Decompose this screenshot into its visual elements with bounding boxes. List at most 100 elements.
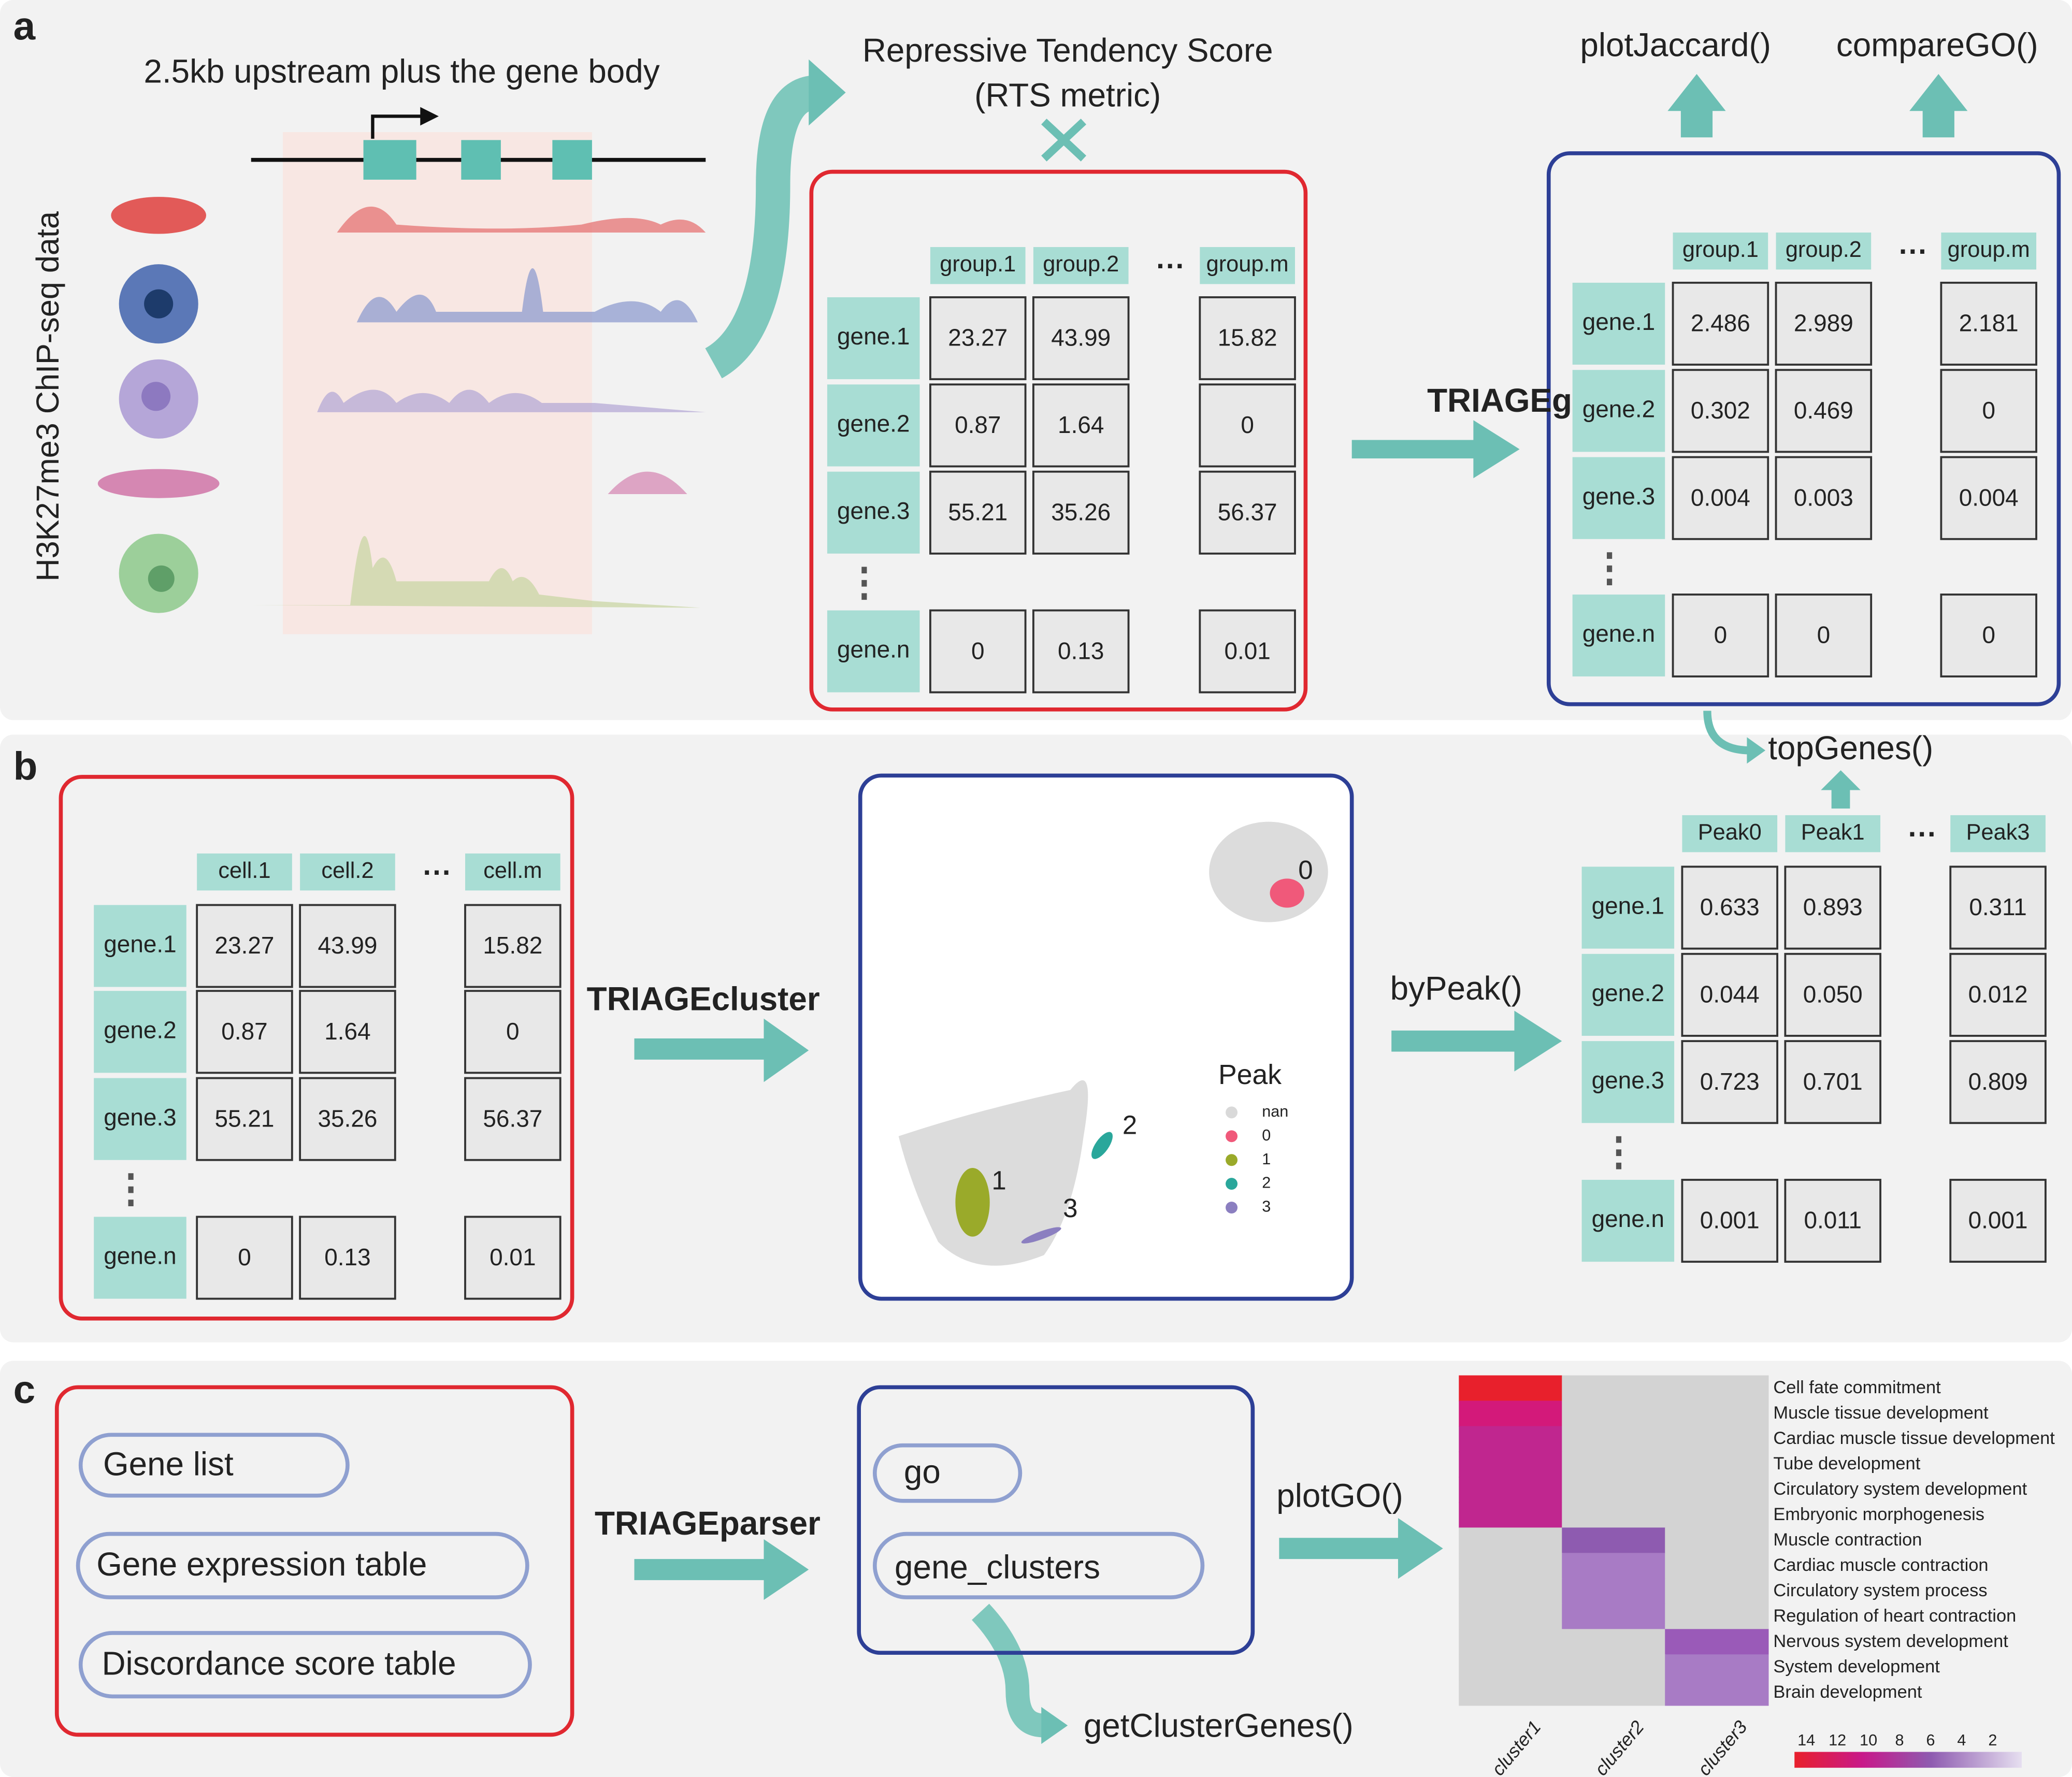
row-label: gene.3 (104, 1104, 176, 1131)
cell (464, 904, 562, 988)
column-label: cell.m (483, 858, 542, 883)
cell (1949, 865, 2047, 950)
cell (1940, 594, 2037, 677)
cell-value: 0 (1982, 622, 1995, 648)
vdot (861, 593, 867, 600)
heatmap-cell (1459, 1629, 1563, 1655)
legend-label: 3 (1262, 1198, 1271, 1216)
cell-value: 0.01 (1224, 637, 1270, 664)
heatmap-cell (1665, 1400, 1769, 1427)
column-header (1673, 232, 1768, 270)
colorbar-tick: 12 (1829, 1731, 1846, 1749)
row-header (1572, 370, 1665, 452)
function-label: plotGO() (1276, 1477, 1403, 1514)
cell-value: 0.809 (1968, 1068, 2028, 1095)
column-header (300, 853, 395, 891)
column-header (1785, 815, 1881, 853)
heatmap-cell (1562, 1375, 1666, 1402)
legend-title: Peak (1218, 1060, 1282, 1090)
heatmap-cell (1665, 1578, 1769, 1605)
cell (1199, 609, 1296, 694)
row-header (827, 384, 920, 467)
cell-value: 0.011 (1804, 1207, 1861, 1234)
cell-nucleus (144, 289, 174, 319)
row-label: gene.1 (1592, 892, 1664, 919)
row-label: gene.3 (1582, 483, 1655, 510)
method-label: TRIAGEcluster (587, 980, 820, 1017)
cell (464, 1077, 562, 1161)
exon (363, 140, 416, 180)
legend-label: nan (1262, 1103, 1288, 1120)
cell-value: 2.181 (1959, 310, 2019, 337)
row-label: gene.2 (1592, 979, 1664, 1006)
column-label: group.1 (1682, 237, 1759, 262)
heatmap-cell (1562, 1578, 1666, 1605)
cell (1940, 369, 2037, 453)
cell (1775, 594, 1873, 677)
cell-value: 0.87 (955, 411, 1001, 438)
cell-value: 0.004 (1691, 484, 1750, 511)
cluster (1091, 1132, 1113, 1159)
vdot (861, 567, 867, 574)
heatmap-cell (1665, 1680, 1769, 1706)
exon (461, 140, 501, 180)
term-label: Cardiac muscle contraction (1773, 1555, 1988, 1575)
heatmap-cell (1665, 1451, 1769, 1478)
column-label: group.m (1948, 237, 2030, 262)
row-header (1581, 953, 1675, 1036)
vdot (1607, 579, 1613, 586)
cell (1199, 470, 1296, 555)
output-label: go (904, 1453, 941, 1491)
cell (1940, 281, 2037, 366)
term-label: Nervous system development (1773, 1631, 2008, 1651)
cell (1784, 952, 1881, 1037)
cell-value: 35.26 (318, 1105, 378, 1132)
cell-value: 0.469 (1794, 397, 1853, 424)
row-header (94, 905, 186, 987)
row-label: gene.1 (104, 931, 176, 958)
legend-label: 0 (1262, 1126, 1271, 1144)
function-label: plotJaccard() (1580, 26, 1771, 64)
cell-value: 0.004 (1959, 484, 2019, 511)
pill (78, 1433, 350, 1498)
heatmap-cell (1459, 1451, 1563, 1478)
cell-value: 0.044 (1700, 981, 1760, 1008)
arrow (1667, 74, 1726, 138)
cell-value: 0.003 (1794, 484, 1853, 511)
cell-value: 0.633 (1700, 893, 1760, 920)
cell-value: 2.486 (1691, 310, 1750, 337)
row-header (1572, 457, 1665, 539)
cluster (1270, 878, 1304, 908)
cell (1949, 952, 2047, 1037)
cell (299, 1077, 396, 1161)
row-header (827, 610, 920, 692)
colorbar (1794, 1752, 2022, 1768)
output-label: gene_clusters (895, 1548, 1100, 1585)
heatmap-cell (1562, 1654, 1666, 1681)
heatmap-cell (1665, 1375, 1769, 1402)
cell (1199, 383, 1296, 468)
umap (898, 821, 1328, 1266)
rts-label: (RTS metric) (974, 77, 1161, 114)
heatmap-cell (1562, 1629, 1666, 1655)
rts-label: Repressive Tendency Score (862, 32, 1273, 69)
row-header (1581, 866, 1675, 949)
term-label: Circulatory system process (1773, 1581, 1987, 1600)
track (244, 389, 706, 412)
cell (299, 1216, 396, 1300)
panel-label: c (13, 1368, 36, 1412)
pills (76, 1433, 1205, 1699)
cell (1784, 1040, 1881, 1124)
row-header (1581, 1041, 1675, 1123)
term-label: Cardiac muscle tissue development (1773, 1428, 2055, 1448)
input-label: Discordance score table (102, 1645, 456, 1682)
row-label: gene.2 (837, 410, 910, 437)
heatmap-cell (1665, 1502, 1769, 1528)
heatmap-cell (1562, 1477, 1666, 1503)
frame (809, 169, 1308, 712)
ellipsis: ··· (1156, 250, 1185, 282)
colorbar-tick: 10 (1860, 1731, 1877, 1749)
frame (1546, 151, 2061, 706)
region-shade (282, 132, 592, 634)
